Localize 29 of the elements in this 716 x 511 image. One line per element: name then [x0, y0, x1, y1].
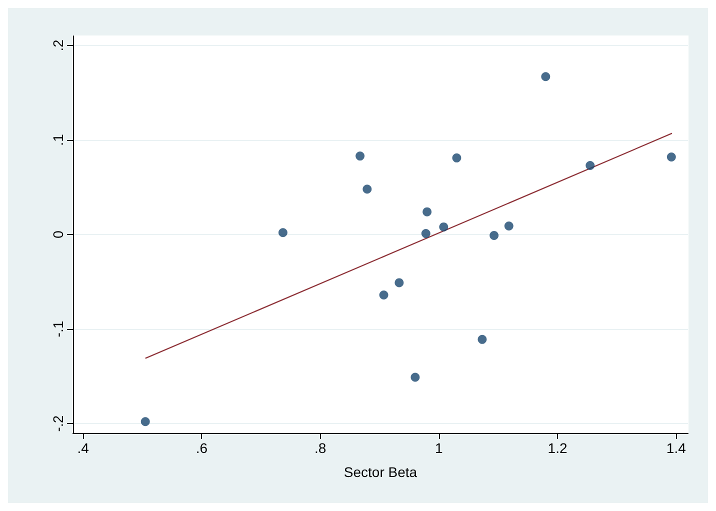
point	[478, 334, 487, 344]
point	[278, 228, 288, 238]
y-tick-label: -.1	[50, 320, 66, 338]
point	[422, 207, 432, 216]
point	[421, 229, 430, 238]
point	[666, 152, 676, 162]
y-tick-label: .2	[50, 39, 66, 52]
x-tick-label: 1.2	[548, 440, 568, 456]
point	[439, 222, 448, 232]
x-tick-label: 1	[435, 440, 444, 456]
point	[541, 72, 550, 82]
x-tick-label: .8	[314, 440, 326, 456]
point	[394, 278, 404, 288]
point	[140, 417, 150, 426]
point	[362, 184, 372, 194]
point	[356, 152, 365, 161]
point	[490, 230, 499, 240]
point	[504, 221, 514, 230]
point	[586, 161, 595, 170]
y-tick-label: 0	[50, 230, 66, 238]
x-tick-label: .6	[196, 440, 208, 456]
point	[452, 153, 462, 162]
x-tick-label: 1.4	[666, 440, 686, 456]
y-tick-label: .1	[50, 134, 66, 146]
point	[379, 290, 388, 300]
x-tick-label: .4	[77, 440, 90, 456]
point	[410, 372, 420, 382]
y-tick-label: -.2	[50, 415, 66, 432]
x-axis-title: Sector Beta	[344, 464, 418, 480]
